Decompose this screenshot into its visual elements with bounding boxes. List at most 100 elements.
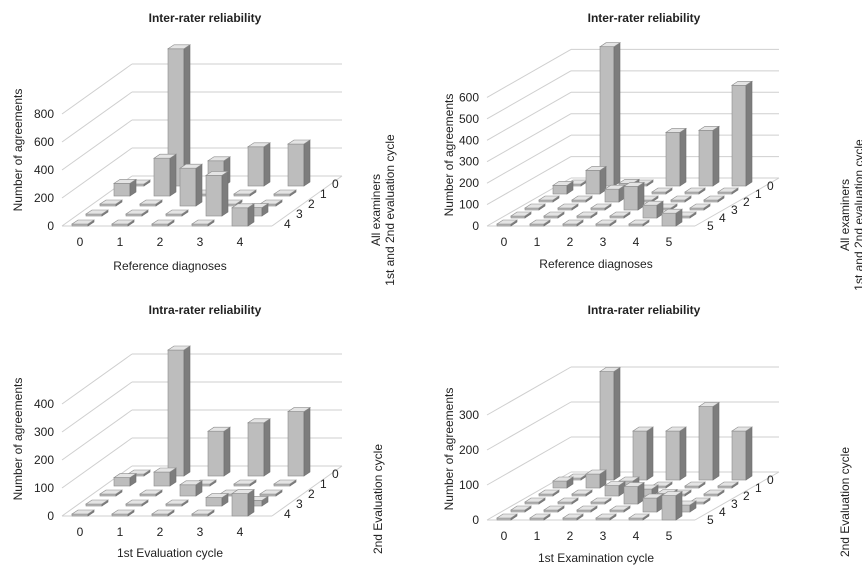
bar: [205, 170, 229, 217]
bar-top: [165, 499, 189, 505]
bar-front: [731, 84, 747, 187]
x-tick-label: 3: [600, 235, 607, 249]
x-tick-label: 2: [157, 525, 164, 539]
gridline: [486, 70, 572, 120]
x-tick-label: 1: [534, 235, 541, 249]
y-tick-label: 300: [34, 425, 54, 439]
bar: [287, 139, 311, 187]
x-axis-label: Reference diagnoses: [539, 257, 652, 271]
bar-side: [712, 401, 720, 481]
bar: [651, 187, 673, 195]
bar: [609, 211, 631, 219]
bar-top: [642, 493, 664, 499]
bar-side: [303, 139, 311, 187]
bar: [259, 489, 283, 497]
bar-side: [679, 426, 687, 481]
x-tick-label: 4: [633, 235, 640, 249]
z-tick-label: 1: [755, 481, 762, 495]
bar: [191, 509, 215, 517]
bar: [661, 490, 683, 521]
z-axis-label: 2nd Evaluation cycle: [838, 447, 852, 557]
bar-top: [618, 476, 640, 482]
bar-front: [231, 493, 249, 517]
y-tick-label: 400: [459, 133, 479, 147]
bar-front: [179, 167, 197, 207]
bar-front: [287, 143, 305, 187]
bar-top: [165, 209, 189, 215]
bar-front: [604, 485, 620, 497]
bar-top: [71, 219, 95, 225]
bar-top: [99, 489, 123, 495]
bar-top: [179, 163, 203, 169]
y-tick-label: 300: [459, 155, 479, 169]
bar-front: [585, 473, 601, 489]
bar-side: [646, 426, 654, 481]
gridline: [486, 156, 572, 206]
bar-top: [153, 153, 177, 159]
bar-side: [263, 142, 271, 187]
y-tick-label: 600: [34, 135, 54, 149]
bar-top: [628, 513, 650, 519]
bar: [642, 493, 664, 513]
x-tick-label: 4: [237, 235, 244, 249]
bar-top: [689, 203, 711, 209]
y-tick-label: 600: [459, 90, 479, 104]
bar-top: [538, 489, 560, 495]
bar-front: [552, 185, 568, 195]
bar-top: [127, 469, 151, 475]
y-tick-label: 0: [472, 219, 479, 233]
bar: [207, 426, 231, 477]
bar: [247, 418, 271, 477]
bar: [557, 203, 579, 211]
bar-top: [562, 513, 584, 519]
bar-front: [642, 204, 658, 219]
bar-top: [717, 187, 739, 193]
bars: [496, 42, 753, 227]
bar-top: [703, 489, 725, 495]
z-tick-label: 2: [743, 195, 750, 209]
bar-top: [259, 199, 283, 205]
y-axis-label: Number of agreements: [442, 388, 456, 511]
bar-top: [207, 156, 231, 162]
y-tick-label: 200: [34, 191, 54, 205]
bar-top: [599, 42, 621, 48]
x-tick-label: 3: [600, 529, 607, 543]
x-axis-label: 1st Examination cycle: [538, 551, 654, 565]
bar-top: [590, 203, 612, 209]
bar-top: [151, 219, 175, 225]
bar-top: [599, 367, 621, 372]
bar-front: [287, 411, 305, 477]
x-tick-label: 0: [501, 235, 508, 249]
bar: [628, 513, 650, 521]
bar: [543, 211, 565, 219]
bar-top: [609, 505, 631, 511]
bar-front: [153, 471, 171, 487]
bar: [71, 219, 95, 227]
bar: [113, 178, 137, 197]
x-tick-label: 1: [117, 235, 124, 249]
bar: [538, 489, 560, 497]
bar-top: [496, 513, 518, 519]
gridline: [61, 353, 133, 405]
y-tick-label: 100: [34, 481, 54, 495]
z-tick-label: 1: [320, 477, 327, 491]
z-tick-label: 0: [767, 473, 774, 487]
y-tick-label: 0: [47, 509, 54, 523]
x-axis-label: 1st Evaluation cycle: [117, 546, 223, 560]
z-tick-label: 1: [755, 187, 762, 201]
bar-top: [731, 80, 753, 86]
z-axis-label: 1st and 2nd evaluation cycle: [383, 134, 397, 286]
floor-edge: [271, 465, 343, 517]
bar: [510, 211, 532, 219]
y-tick-label: 0: [47, 219, 54, 233]
bar: [139, 489, 163, 497]
bar-top: [604, 481, 626, 486]
bar-front: [231, 207, 249, 227]
bar-top: [510, 211, 532, 217]
bar: [595, 513, 617, 521]
bar: [496, 513, 518, 521]
z-axis-label: 1st and 2nd evaluation cycle: [852, 139, 862, 291]
bar-side: [303, 407, 311, 477]
bar-top: [595, 219, 617, 225]
y-tick-label: 300: [459, 408, 479, 422]
